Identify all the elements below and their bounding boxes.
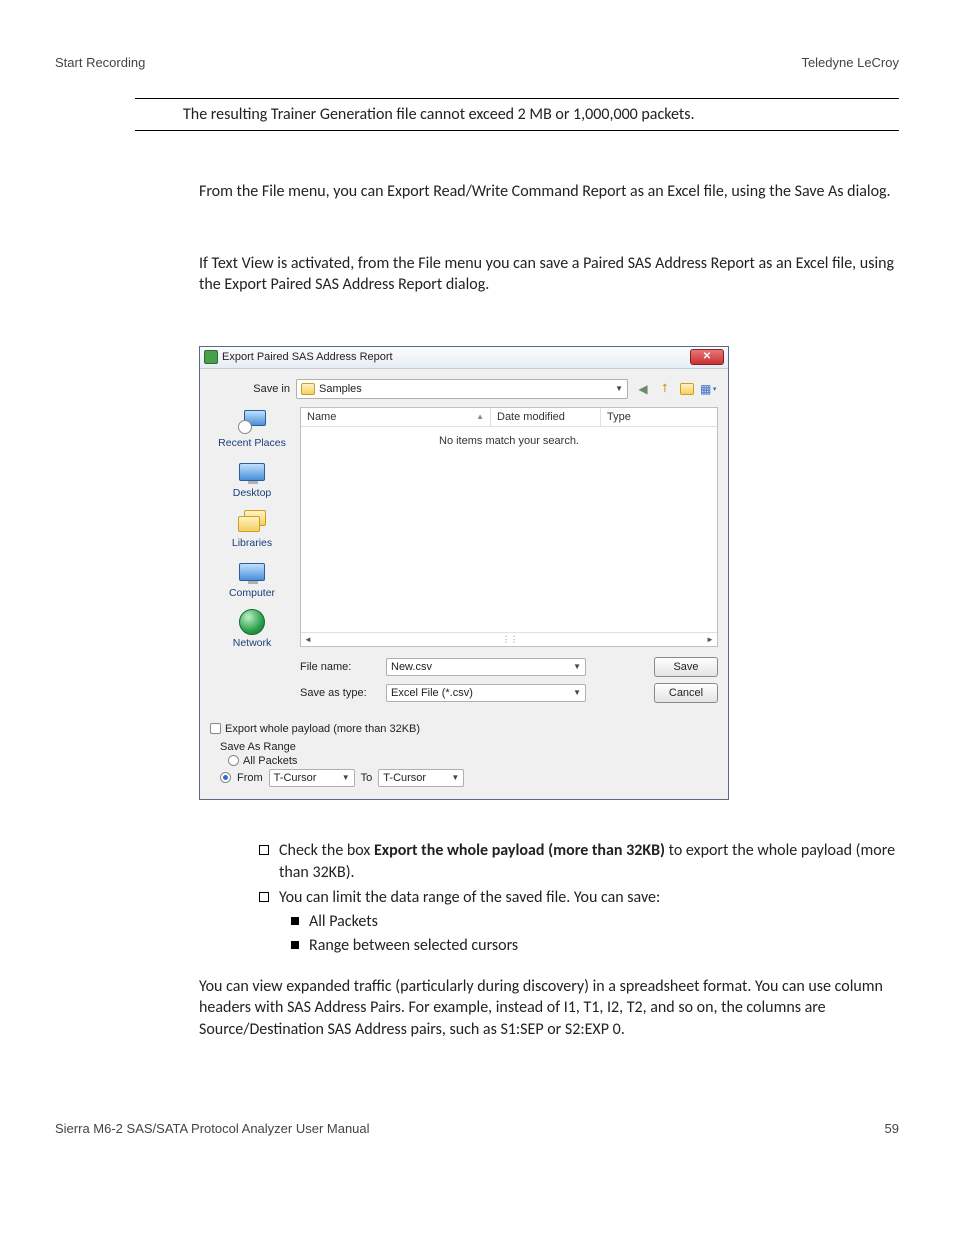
folder-icon — [301, 383, 315, 395]
toolbar-icons: ◀ ⭡ ▦▾ — [634, 380, 718, 398]
paragraph-1: From the File menu, you can Export Read/… — [199, 181, 899, 203]
from-label: From — [237, 772, 263, 784]
page-header: Start Recording Teledyne LeCroy — [55, 55, 899, 70]
h-scrollbar[interactable]: ◄ ⋮⋮ ► — [301, 632, 717, 646]
header-right: Teledyne LeCroy — [801, 55, 899, 70]
header-left: Start Recording — [55, 55, 145, 70]
view-menu-icon[interactable]: ▦▾ — [700, 380, 718, 398]
cancel-button[interactable]: Cancel — [654, 683, 718, 703]
paragraph-3: You can view expanded traffic (particula… — [199, 976, 899, 1041]
empty-message: No items match your search. — [301, 427, 717, 632]
close-button[interactable]: ✕ — [690, 349, 724, 365]
chevron-down-icon: ▼ — [451, 773, 459, 782]
paragraph-2: If Text View is activated, from the File… — [199, 253, 899, 296]
list-item: All Packets — [291, 911, 899, 933]
places-bar: Recent Places Desktop Libraries Com — [210, 407, 294, 651]
dialog-title: Export Paired SAS Address Report — [222, 351, 690, 363]
save-in-label: Save in — [210, 383, 290, 395]
col-date[interactable]: Date modified — [491, 408, 601, 426]
footer-right: 59 — [885, 1121, 899, 1136]
list-item: Range between selected cursors — [291, 935, 899, 957]
chevron-down-icon: ▼ — [342, 773, 350, 782]
range-group-label: Save As Range — [220, 741, 718, 753]
place-libraries[interactable]: Libraries — [232, 509, 272, 549]
save-in-value: Samples — [319, 383, 362, 395]
to-label: To — [361, 772, 373, 784]
chevron-down-icon: ▼ — [615, 384, 623, 393]
chevron-down-icon: ▼ — [573, 688, 581, 697]
filled-bullet-icon — [291, 941, 299, 949]
payload-checkbox-label: Export whole payload (more than 32KB) — [225, 723, 420, 735]
scroll-left-icon[interactable]: ◄ — [301, 635, 315, 644]
back-icon[interactable]: ◀ — [634, 380, 652, 398]
chevron-down-icon: ▼ — [573, 662, 581, 671]
list-item: Check the box Export the whole payload (… — [259, 840, 899, 885]
save-in-combo[interactable]: Samples ▼ — [296, 379, 628, 399]
scroll-grip-icon: ⋮⋮ — [502, 635, 516, 644]
place-computer[interactable]: Computer — [229, 559, 275, 599]
scroll-right-icon[interactable]: ► — [703, 635, 717, 644]
list-item: You can limit the data range of the save… — [259, 887, 899, 909]
file-list-header: Name▲ Date modified Type — [301, 408, 717, 427]
new-folder-icon[interactable] — [678, 380, 696, 398]
dialog-titlebar: Export Paired SAS Address Report ✕ — [200, 347, 728, 369]
filename-label: File name: — [300, 661, 380, 673]
place-network[interactable]: Network — [233, 609, 272, 649]
footer-left: Sierra M6-2 SAS/SATA Protocol Analyzer U… — [55, 1121, 370, 1136]
up-icon[interactable]: ⭡ — [656, 380, 674, 398]
square-bullet-icon — [259, 892, 269, 902]
bullet-list: Check the box Export the whole payload (… — [259, 840, 899, 958]
col-name[interactable]: Name▲ — [301, 408, 491, 426]
place-desktop[interactable]: Desktop — [233, 459, 272, 499]
square-bullet-icon — [259, 845, 269, 855]
payload-checkbox[interactable] — [210, 723, 221, 734]
page-footer: Sierra M6-2 SAS/SATA Protocol Analyzer U… — [55, 1121, 899, 1136]
place-recent[interactable]: Recent Places — [218, 409, 286, 449]
saveastype-label: Save as type: — [300, 687, 380, 699]
note-box: The resulting Trainer Generation file ca… — [135, 98, 899, 131]
saveastype-combo[interactable]: Excel File (*.csv) ▼ — [386, 684, 586, 702]
from-cursor-combo[interactable]: T-Cursor▼ — [269, 769, 355, 787]
save-button[interactable]: Save — [654, 657, 718, 677]
file-list[interactable]: Name▲ Date modified Type No items match … — [300, 407, 718, 647]
to-cursor-combo[interactable]: T-Cursor▼ — [378, 769, 464, 787]
all-packets-label: All Packets — [243, 755, 297, 767]
from-radio[interactable] — [220, 772, 231, 783]
filled-bullet-icon — [291, 917, 299, 925]
all-packets-radio[interactable] — [228, 755, 239, 766]
col-type[interactable]: Type — [601, 408, 717, 426]
filename-input[interactable]: New.csv ▼ — [386, 658, 586, 676]
export-dialog: Export Paired SAS Address Report ✕ Save … — [199, 346, 729, 800]
app-icon — [204, 350, 218, 364]
